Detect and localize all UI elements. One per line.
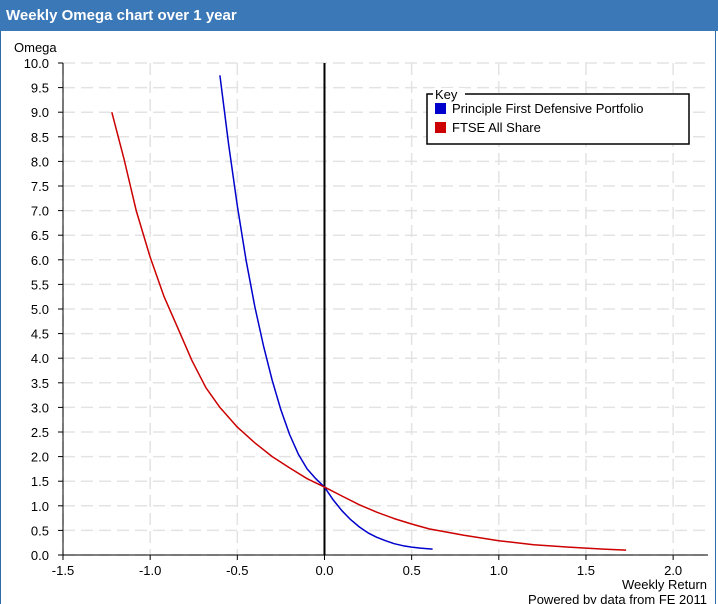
legend-box bbox=[426, 93, 690, 145]
legend-title-bg bbox=[433, 88, 465, 100]
x-tick-label: 1.0 bbox=[490, 563, 508, 578]
y-tick-label: 0.0 bbox=[31, 548, 49, 563]
series-line-1 bbox=[219, 75, 433, 550]
y-tick-label: 3.0 bbox=[31, 400, 49, 415]
y-tick-label: 10.0 bbox=[24, 56, 49, 71]
y-tick-label: 2.5 bbox=[31, 425, 49, 440]
y-tick-label: 8.5 bbox=[31, 130, 49, 145]
x-tick-label: -1.0 bbox=[139, 563, 161, 578]
tick-labels: 0.0 0.5 1.0 1.5 2.0 2.5 3.0 3.5 4.0 4.5 5.0 5.5 6.0 6… bbox=[24, 56, 682, 578]
y-tick-label: 0.5 bbox=[31, 523, 49, 538]
x-tick-label: -1.5 bbox=[52, 563, 74, 578]
x-tick-label: 2.0 bbox=[664, 563, 682, 578]
chart-title: Weekly Omega chart over 1 year bbox=[6, 7, 237, 24]
footer-credit: Powered by data from FE 2011 bbox=[528, 592, 707, 604]
y-tick-label: 4.0 bbox=[31, 351, 49, 366]
y-tick-label: 7.0 bbox=[31, 204, 49, 219]
y-tick-label: 9.5 bbox=[31, 81, 49, 96]
y-tick-label: 8.0 bbox=[31, 154, 49, 169]
y-tick-label: 5.5 bbox=[31, 277, 49, 292]
legend-title: Key bbox=[435, 87, 458, 102]
legend-swatch bbox=[435, 103, 446, 114]
legend-label: FTSE All Share bbox=[452, 120, 541, 135]
y-tick-label: 7.5 bbox=[31, 179, 49, 194]
series-line-2 bbox=[111, 112, 627, 551]
y-tick-label: 1.0 bbox=[31, 499, 49, 514]
legend-label: Principle First Defensive Portfolio bbox=[452, 101, 643, 116]
legend: Key Principle First Defensive Portfolio F… bbox=[426, 87, 690, 145]
y-tick-label: 2.0 bbox=[31, 450, 49, 465]
legend-swatch bbox=[435, 122, 446, 133]
y-tick-label: 9.0 bbox=[31, 105, 49, 120]
series-lines bbox=[111, 75, 627, 551]
legend-items: Principle First Defensive Portfolio FTSE … bbox=[435, 101, 643, 135]
y-tick-label: 1.5 bbox=[31, 474, 49, 489]
chart-header: Weekly Omega chart over 1 year bbox=[0, 0, 718, 31]
y-axis-label: Omega bbox=[14, 40, 57, 55]
x-tick-label: -0.5 bbox=[226, 563, 248, 578]
y-tick-label: 4.5 bbox=[31, 327, 49, 342]
y-tick-label: 6.5 bbox=[31, 228, 49, 243]
y-tick-label: 6.0 bbox=[31, 253, 49, 268]
x-tick-label: 0.0 bbox=[315, 563, 333, 578]
x-tick-label: 1.5 bbox=[577, 563, 595, 578]
y-tick-label: 5.0 bbox=[31, 302, 49, 317]
x-tick-label: 0.5 bbox=[403, 563, 421, 578]
y-tick-label: 3.5 bbox=[31, 376, 49, 391]
x-axis-label: Weekly Return bbox=[622, 577, 707, 592]
